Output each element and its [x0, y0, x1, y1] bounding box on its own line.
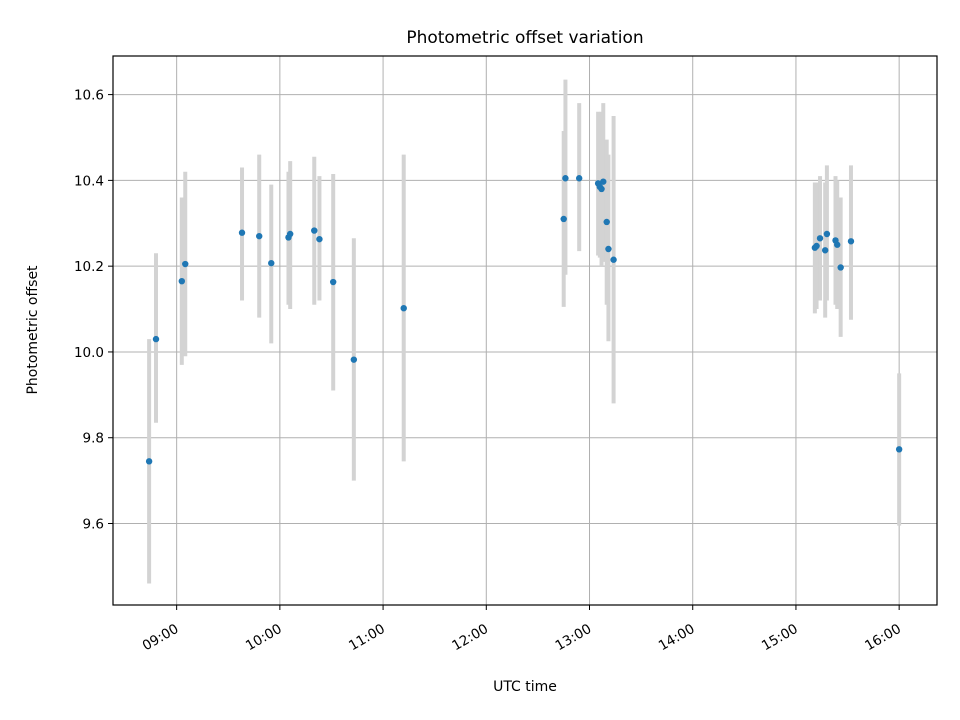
data-point — [178, 277, 186, 285]
data-point — [598, 185, 605, 193]
data-point — [823, 230, 831, 238]
y-tick-label: 9.6 — [83, 517, 104, 533]
grid — [113, 56, 937, 605]
y-tick-label: 10.4 — [74, 173, 104, 189]
data-point — [400, 304, 407, 312]
data-point — [238, 229, 246, 236]
y-tick-label: 10.6 — [74, 88, 104, 104]
data-point — [286, 230, 294, 238]
data-point — [316, 235, 323, 243]
data-point — [813, 242, 820, 250]
x-axis-label: UTC time — [493, 679, 557, 695]
plot-frame — [112, 55, 938, 606]
data-point — [560, 215, 567, 223]
y-tick-label: 10.0 — [74, 345, 104, 361]
data-point — [329, 278, 337, 286]
y-tick-label: 9.8 — [83, 431, 104, 447]
data-point — [603, 218, 610, 226]
chart-title: Photometric offset variation — [406, 28, 643, 48]
data-point — [895, 446, 903, 453]
data-point — [350, 356, 358, 363]
data-point — [182, 260, 189, 268]
data-point — [834, 241, 841, 248]
data-point — [145, 458, 153, 465]
data-point — [311, 227, 318, 234]
data-point — [256, 232, 263, 240]
data-point — [816, 235, 824, 242]
data-point — [847, 238, 855, 245]
data-point — [600, 178, 607, 185]
y-tick-label: 10.2 — [74, 259, 104, 275]
data-point — [605, 245, 612, 253]
data-markers — [145, 175, 903, 465]
data-point — [268, 259, 275, 267]
data-point — [610, 256, 617, 263]
data-point — [821, 247, 829, 254]
data-point — [152, 335, 160, 343]
data-point — [562, 175, 569, 182]
y-axis-label: Photometric offset — [25, 265, 41, 395]
data-point — [575, 175, 583, 182]
data-point — [837, 264, 844, 271]
